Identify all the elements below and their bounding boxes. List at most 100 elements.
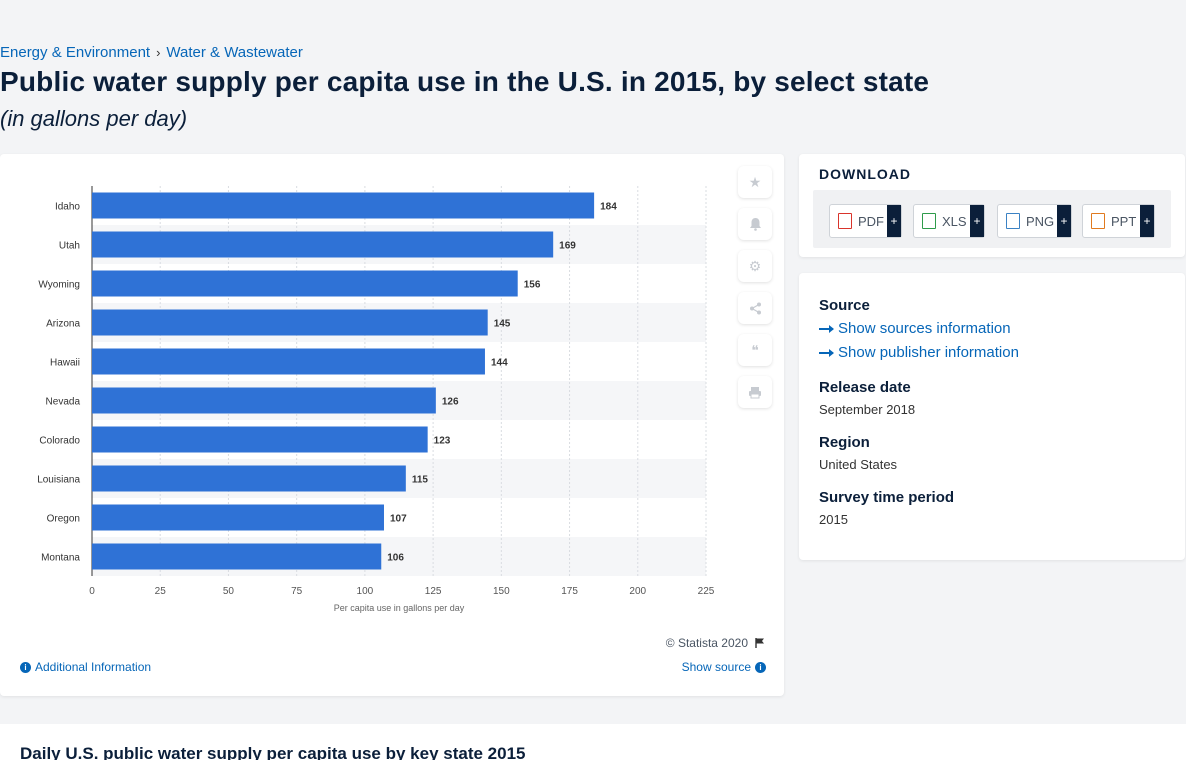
download-pdf-button[interactable]: PDF +: [829, 204, 902, 238]
x-tick-label: 25: [155, 586, 167, 597]
download-xls-button[interactable]: XLS +: [913, 204, 985, 238]
xls-file-icon: [922, 213, 936, 229]
quote-icon[interactable]: ❝: [738, 334, 772, 366]
x-tick-label: 50: [223, 586, 235, 597]
pdf-file-icon: [838, 213, 852, 229]
additional-info-link[interactable]: i Additional Information: [20, 660, 151, 674]
related-title: Daily U.S. public water supply per capit…: [20, 744, 526, 760]
meta-card: Source Show sources information Show pub…: [799, 273, 1185, 560]
category-label: Wyoming: [38, 280, 80, 291]
x-tick-label: 100: [357, 586, 374, 597]
plus-icon: +: [1057, 205, 1071, 237]
breadcrumb-separator: ›: [156, 45, 161, 60]
download-ppt-button[interactable]: PPT +: [1082, 204, 1155, 238]
download-ppt-label: PPT: [1111, 213, 1137, 229]
show-publisher-link[interactable]: Show publisher information: [819, 344, 1019, 361]
breadcrumb-item-water[interactable]: Water & Wastewater: [166, 44, 303, 61]
copyright-notice: © Statista 2020: [666, 636, 766, 650]
show-sources-label: Show sources information: [838, 320, 1011, 337]
show-source-link[interactable]: Show source i: [682, 660, 766, 674]
data-label: 184: [600, 202, 617, 213]
download-xls-label: XLS: [942, 213, 967, 229]
share-icon[interactable]: [738, 292, 772, 324]
download-pdf-label: PDF: [858, 213, 884, 229]
show-publisher-label: Show publisher information: [838, 344, 1019, 361]
data-label: 126: [442, 397, 459, 408]
category-label: Utah: [59, 241, 80, 252]
category-label: Idaho: [55, 202, 80, 213]
category-label: Nevada: [46, 397, 81, 408]
release-date-label: Release date: [819, 379, 911, 396]
print-icon[interactable]: [738, 376, 772, 408]
category-label: Arizona: [46, 319, 80, 330]
bar-oregon: [92, 504, 384, 531]
show-sources-link[interactable]: Show sources information: [819, 320, 1011, 337]
data-label: 123: [434, 436, 451, 447]
top-bar: [0, 0, 1186, 34]
x-tick-label: 150: [493, 586, 510, 597]
page-title: Public water supply per capita use in th…: [0, 66, 930, 97]
data-label: 107: [390, 514, 407, 525]
data-label: 169: [559, 241, 576, 252]
plus-icon: +: [1140, 205, 1154, 237]
download-bar: PDF + XLS + PNG + PPT +: [813, 190, 1171, 248]
category-label: Colorado: [39, 436, 80, 447]
additional-info-label: Additional Information: [35, 660, 152, 674]
survey-period-value: 2015: [819, 512, 848, 527]
x-tick-label: 175: [561, 586, 578, 597]
data-label: 156: [524, 280, 541, 291]
data-label: 144: [491, 358, 508, 369]
bar-wyoming: [92, 270, 518, 297]
category-label: Oregon: [47, 514, 80, 525]
chart-card: 184 Idaho 169 Utah 156 Wyoming 145 Arizona 144 Ha…: [0, 154, 784, 696]
bar-idaho: [92, 192, 595, 219]
x-tick-label: 125: [425, 586, 442, 597]
bar-colorado: [92, 426, 428, 453]
page-subtitle: (in gallons per day): [0, 106, 188, 131]
data-label: 115: [412, 475, 429, 486]
breadcrumb-item-energy[interactable]: Energy & Environment: [0, 44, 151, 61]
data-label: 145: [494, 319, 511, 330]
flag-icon[interactable]: [754, 637, 766, 649]
ppt-file-icon: [1091, 213, 1105, 229]
download-png-label: PNG: [1026, 213, 1055, 229]
x-tick-label: 75: [291, 586, 303, 597]
show-source-label: Show source: [681, 660, 751, 674]
x-axis-label: Per capita use in gallons per day: [334, 603, 465, 613]
png-file-icon: [1006, 213, 1020, 229]
plus-icon: +: [887, 205, 901, 237]
gear-icon[interactable]: ⚙: [738, 250, 772, 282]
bell-icon[interactable]: [738, 208, 772, 240]
release-date-value: September 2018: [819, 402, 916, 417]
bar-hawaii: [92, 348, 485, 375]
arrow-right-icon: [819, 324, 834, 333]
download-card: DOWNLOAD PDF + XLS + PNG + PPT +: [799, 154, 1185, 257]
bar-montana: [92, 543, 382, 570]
region-label: Region: [819, 434, 870, 451]
category-label: Hawaii: [50, 358, 80, 369]
chart-toolbar: ★ ⚙ ❝: [738, 166, 772, 408]
arrow-right-icon: [819, 348, 834, 357]
plus-icon: +: [970, 205, 984, 237]
category-label: Louisiana: [37, 475, 80, 486]
info-icon: i: [20, 661, 31, 673]
download-title: DOWNLOAD: [819, 166, 911, 182]
x-tick-label: 0: [89, 586, 95, 597]
bar-nevada: [92, 387, 436, 414]
x-tick-label: 225: [698, 586, 715, 597]
data-label: 106: [387, 553, 404, 564]
region-value: United States: [819, 457, 898, 472]
copyright-text: © Statista 2020: [665, 636, 748, 650]
bar-louisiana: [92, 465, 406, 492]
source-label: Source: [819, 297, 870, 314]
related-card: Daily U.S. public water supply per capit…: [0, 724, 1186, 760]
x-tick-label: 200: [629, 586, 646, 597]
bar-arizona: [92, 309, 488, 336]
breadcrumb: Energy & Environment › Water & Wastewate…: [0, 44, 303, 61]
star-icon[interactable]: ★: [738, 166, 772, 198]
category-label: Montana: [41, 553, 80, 564]
bar-chart: 184 Idaho 169 Utah 156 Wyoming 145 Arizona 144 Ha…: [37, 186, 715, 613]
info-icon: i: [755, 661, 766, 673]
download-png-button[interactable]: PNG +: [997, 204, 1072, 238]
survey-period-label: Survey time period: [819, 489, 955, 506]
